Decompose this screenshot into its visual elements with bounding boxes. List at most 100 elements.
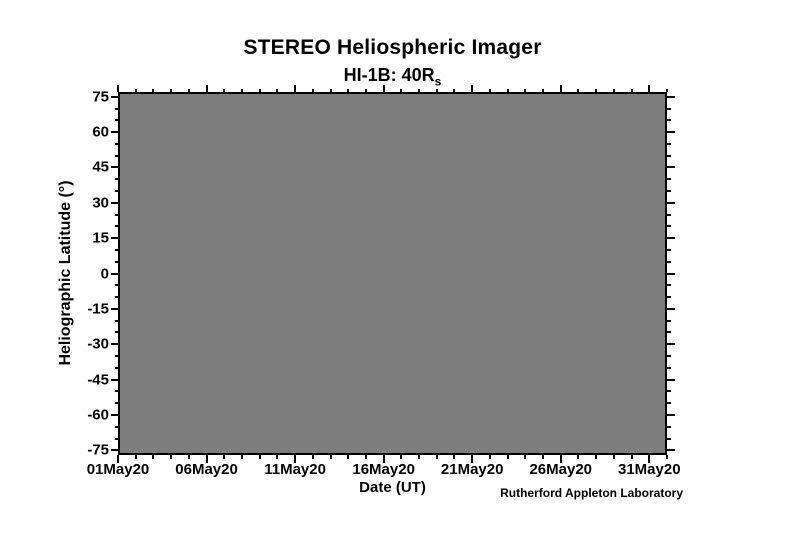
y-axis-tick-right bbox=[667, 307, 675, 310]
y-tick-label: 60 bbox=[92, 123, 109, 141]
y-axis-tick-right bbox=[667, 225, 671, 228]
y-axis-tick-left bbox=[114, 190, 118, 192]
x-axis-tick-top bbox=[258, 88, 261, 92]
y-axis-tick-left bbox=[110, 95, 118, 98]
y-axis-tick-left bbox=[114, 390, 118, 393]
x-axis-tick-top bbox=[294, 84, 297, 92]
x-axis-tick-bottom bbox=[559, 455, 562, 463]
y-axis-tick-left bbox=[114, 178, 118, 181]
y-axis-tick-left bbox=[114, 213, 118, 216]
x-axis-tick-bottom bbox=[630, 455, 633, 459]
y-tick-label: -75 bbox=[87, 441, 109, 459]
x-axis-tick-bottom bbox=[187, 455, 190, 459]
y-axis-tick-left bbox=[110, 237, 118, 240]
x-axis-tick-top bbox=[187, 88, 190, 92]
x-axis-tick-bottom bbox=[311, 455, 314, 459]
x-axis-tick-top bbox=[170, 88, 173, 92]
x-axis-tick-top bbox=[488, 88, 491, 92]
y-axis-tick-right bbox=[667, 402, 671, 405]
x-axis-tick-top bbox=[559, 84, 562, 92]
y-axis-tick-left bbox=[114, 248, 118, 251]
x-axis-tick-bottom bbox=[170, 455, 173, 459]
x-axis-tick-bottom bbox=[364, 455, 367, 459]
y-axis-tick-left bbox=[110, 201, 118, 204]
x-axis-tick-top bbox=[630, 88, 633, 92]
y-axis-tick-left bbox=[114, 437, 118, 440]
x-axis-tick-bottom bbox=[612, 455, 615, 459]
x-axis-tick-top bbox=[134, 88, 137, 92]
y-axis-tick-right bbox=[667, 366, 671, 369]
x-tick-label: 16May20 bbox=[352, 461, 415, 478]
x-axis-tick-top bbox=[223, 88, 226, 92]
x-axis-tick-top bbox=[612, 88, 615, 92]
y-axis-tick-left bbox=[110, 343, 118, 346]
x-axis-tick-bottom bbox=[152, 455, 155, 459]
y-axis-tick-left bbox=[114, 107, 118, 110]
chart-subtitle: HI-1B: 40Rs bbox=[0, 65, 785, 89]
y-tick-label: 0 bbox=[100, 265, 109, 282]
y-axis-tick-right bbox=[667, 413, 675, 416]
x-axis-tick-top bbox=[276, 88, 279, 92]
y-axis-tick-left bbox=[110, 166, 118, 169]
x-tick-label: 06May20 bbox=[175, 461, 238, 478]
x-tick-label: 11May20 bbox=[264, 461, 326, 478]
x-axis-tick-bottom bbox=[240, 455, 243, 459]
x-axis-tick-bottom bbox=[506, 455, 509, 459]
y-axis-tick-right bbox=[667, 378, 675, 381]
y-axis-tick-right bbox=[667, 142, 671, 145]
x-axis-tick-bottom bbox=[400, 455, 403, 459]
y-tick-label: 30 bbox=[92, 194, 109, 212]
chart-subtitle-subscript: s bbox=[434, 74, 442, 89]
x-axis-tick-top bbox=[542, 88, 545, 92]
x-axis-tick-bottom bbox=[258, 455, 261, 459]
y-axis-tick-right bbox=[667, 425, 671, 428]
y-axis-tick-left bbox=[114, 142, 118, 145]
y-axis-tick-right bbox=[667, 355, 671, 357]
x-axis-tick-top bbox=[471, 84, 474, 92]
y-axis-tick-left bbox=[114, 154, 118, 157]
x-axis-tick-bottom bbox=[276, 455, 279, 459]
x-tick-label: 01May20 bbox=[86, 461, 150, 478]
x-axis-tick-bottom bbox=[577, 455, 580, 459]
chart-subtitle-text: HI-1B: 40R bbox=[343, 65, 435, 85]
y-axis-tick-right bbox=[667, 284, 671, 287]
x-axis-tick-bottom bbox=[453, 455, 456, 459]
y-axis-tick-left bbox=[114, 425, 118, 428]
y-tick-label: -30 bbox=[87, 335, 109, 353]
x-axis-tick-bottom bbox=[542, 455, 545, 459]
x-axis-tick-bottom bbox=[666, 455, 668, 459]
y-tick-label: 15 bbox=[92, 229, 109, 247]
y-axis-tick-right bbox=[667, 331, 671, 334]
y-axis-tick-left bbox=[114, 296, 118, 299]
y-axis-tick-left bbox=[114, 319, 118, 322]
x-axis-tick-top bbox=[595, 88, 598, 92]
credit-text: Rutherford Appleton Laboratory bbox=[500, 486, 683, 500]
y-axis-tick-left bbox=[110, 378, 118, 381]
x-axis-tick-top bbox=[364, 88, 367, 92]
x-axis-tick-bottom bbox=[294, 455, 297, 463]
y-tick-label: 45 bbox=[92, 158, 109, 176]
y-axis-tick-left bbox=[114, 366, 118, 369]
x-axis-tick-top bbox=[117, 84, 119, 92]
x-axis-tick-bottom bbox=[488, 455, 491, 459]
y-axis-tick-right bbox=[667, 272, 675, 275]
y-axis-tick-left bbox=[110, 131, 118, 134]
x-axis-tick-bottom bbox=[223, 455, 226, 459]
x-axis-tick-top bbox=[524, 88, 527, 92]
y-axis-tick-left bbox=[114, 331, 118, 334]
y-axis-tick-right bbox=[667, 131, 675, 134]
y-axis-tick-right bbox=[667, 296, 671, 299]
y-tick-label: -45 bbox=[87, 371, 109, 389]
x-axis-tick-top bbox=[347, 88, 350, 92]
plot-area bbox=[118, 92, 667, 455]
y-axis-tick-right bbox=[667, 390, 671, 393]
x-axis-tick-bottom bbox=[347, 455, 350, 459]
y-axis-tick-left bbox=[110, 272, 118, 275]
y-axis-tick-left bbox=[114, 260, 118, 263]
x-axis-tick-top bbox=[666, 88, 668, 92]
y-axis-tick-right bbox=[667, 437, 671, 440]
y-axis-tick-right bbox=[667, 319, 671, 322]
y-tick-label: -60 bbox=[87, 406, 109, 424]
y-axis-tick-right bbox=[667, 237, 675, 240]
